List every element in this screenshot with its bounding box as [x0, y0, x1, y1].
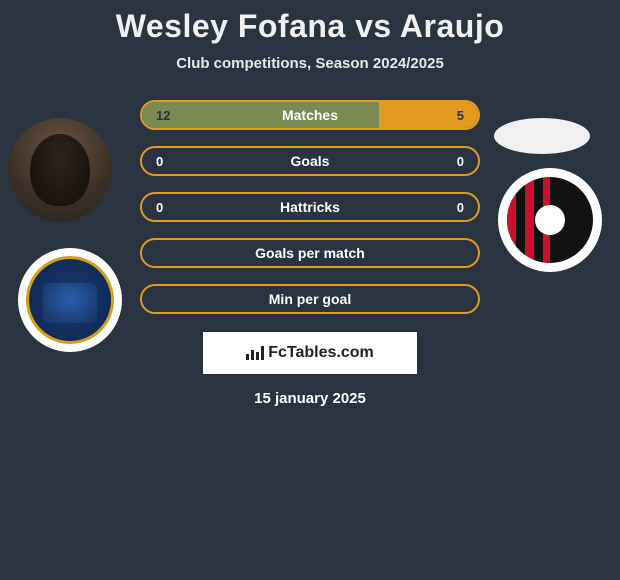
stat-row: 125Matches	[140, 100, 480, 130]
stat-row: Goals per match	[140, 238, 480, 268]
subtitle: Club competitions, Season 2024/2025	[0, 55, 620, 72]
bar-chart-icon	[246, 346, 264, 360]
stat-label: Hattricks	[142, 199, 478, 215]
comparison-content: 125Matches 00Goals 00Hattricks Goals per ma…	[0, 100, 620, 407]
brand-label: FcTables.com	[268, 344, 374, 362]
stat-label: Min per goal	[142, 291, 478, 307]
player-right-avatar	[494, 118, 590, 154]
club-right-badge	[498, 168, 602, 272]
stat-row: 00Goals	[140, 146, 480, 176]
stat-label: Goals	[142, 153, 478, 169]
stat-row: 00Hattricks	[140, 192, 480, 222]
stat-label: Goals per match	[142, 245, 478, 261]
stat-bars: 125Matches 00Goals 00Hattricks Goals per ma…	[140, 100, 480, 314]
stat-row: Min per goal	[140, 284, 480, 314]
stat-label: Matches	[142, 107, 478, 123]
date-label: 15 january 2025	[0, 390, 620, 407]
club-left-badge	[18, 248, 122, 352]
page-title: Wesley Fofana vs Araujo	[0, 0, 620, 45]
player-left-avatar	[8, 118, 112, 222]
brand-box: FcTables.com	[203, 332, 417, 374]
